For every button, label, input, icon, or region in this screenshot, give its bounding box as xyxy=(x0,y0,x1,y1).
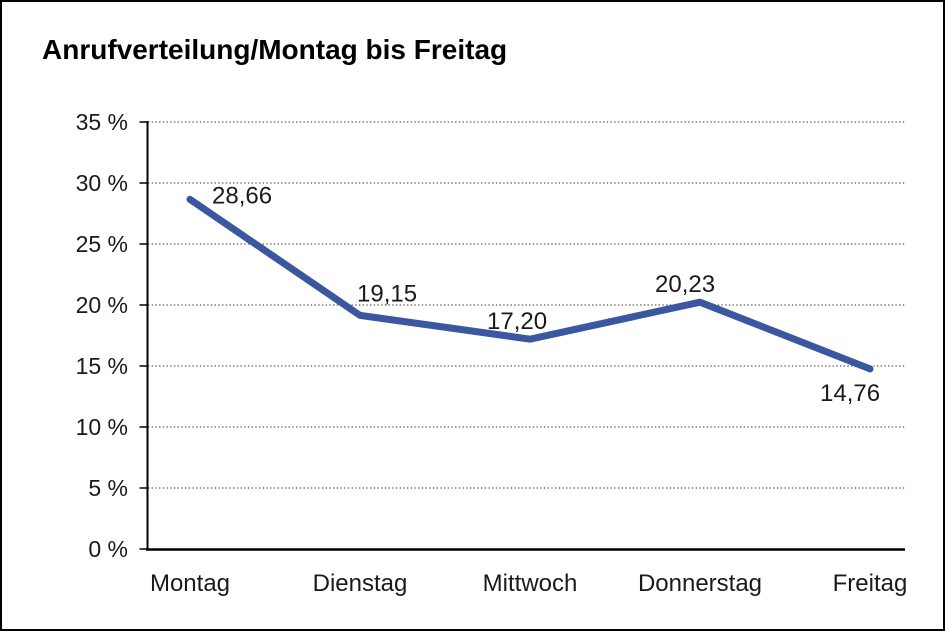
data-point-label: 19,15 xyxy=(357,280,417,307)
y-tick-label: 5 % xyxy=(88,475,128,501)
data-point-label: 14,76 xyxy=(820,380,880,407)
y-tick-label: 20 % xyxy=(76,292,128,318)
data-point-label: 20,23 xyxy=(655,271,715,298)
y-tick-label: 30 % xyxy=(76,170,128,196)
x-tick-label: Mittwoch xyxy=(483,570,578,597)
data-line xyxy=(186,195,874,373)
y-tick-label: 35 % xyxy=(76,109,128,135)
y-tick-label: 25 % xyxy=(76,231,128,257)
x-tick-label: Montag xyxy=(150,570,230,597)
data-point-label: 28,66 xyxy=(212,182,272,209)
x-tick-label: Dienstag xyxy=(313,570,408,597)
x-tick-label: Donnerstag xyxy=(638,570,762,597)
y-tick-label: 0 % xyxy=(88,536,128,562)
chart-title: Anrufverteilung/Montag bis Freitag xyxy=(42,34,508,65)
data-point-label: 17,20 xyxy=(487,308,547,335)
y-tick-label: 10 % xyxy=(76,414,128,440)
y-tick-label: 15 % xyxy=(76,353,128,379)
x-tick-label: Freitag xyxy=(833,570,908,597)
